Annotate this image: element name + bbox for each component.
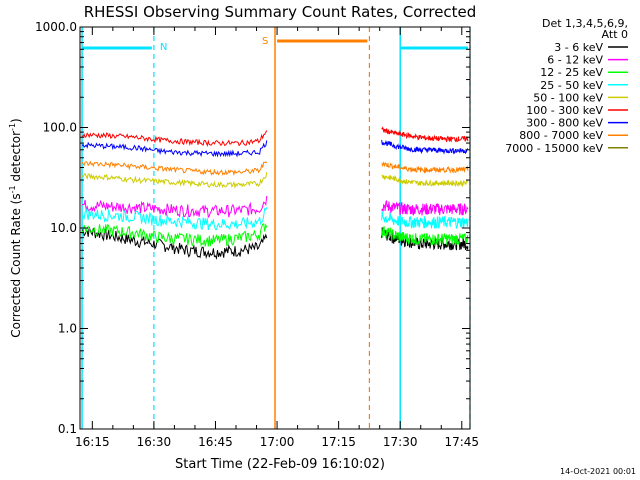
series-group <box>81 126 469 261</box>
x-tick-label: 16:15 <box>75 435 110 449</box>
x-tick-label: 16:30 <box>137 435 172 449</box>
series-line-seg2 <box>381 211 469 230</box>
x-tick-label: 17:00 <box>260 435 295 449</box>
series-line-seg1 <box>81 130 268 148</box>
legend-label: 50 - 100 keV <box>533 91 603 104</box>
legend-label: 800 - 7000 keV <box>519 129 603 142</box>
legend-header-line2: Att 0 <box>602 28 628 41</box>
y-tick-label: 10.0 <box>50 221 77 235</box>
series-line-seg2 <box>381 226 469 246</box>
series-line-seg1 <box>81 223 268 248</box>
saa-label: S <box>262 36 268 47</box>
legend-label: 100 - 300 keV <box>526 104 603 117</box>
y-axis: 0.1 1.0 10.0 100.0 1000.0 <box>35 20 470 436</box>
series-line-seg1 <box>81 207 268 231</box>
y-tick-label: 100.0 <box>43 121 77 135</box>
y-tick-label: 1000.0 <box>35 20 77 34</box>
series-line-seg2 <box>381 126 469 143</box>
night-label: N <box>160 42 167 53</box>
plot-area: N S 0.1 1.0 10.0 100.0 1000.0 16:15 16:30 16:45… <box>35 20 479 449</box>
x-tick-label: 17:15 <box>321 435 356 449</box>
series-line-seg2 <box>381 139 468 155</box>
x-axis: 16:15 16:30 16:45 17:00 17:15 17:30 17:45 <box>75 27 479 449</box>
legend-header-line1: Det 1,3,4,5,6,9, <box>542 17 628 30</box>
x-tick-label: 17:30 <box>383 435 418 449</box>
series-line-seg2 <box>381 200 469 216</box>
y-label-mid: detector <box>9 131 23 186</box>
x-tick-label: 16:45 <box>198 435 233 449</box>
series-line-seg2 <box>381 161 469 174</box>
footer-date: 14-Oct-2021 00:01 <box>560 467 636 476</box>
y-label-sup2: -1 <box>8 123 17 131</box>
series-line-seg1 <box>81 140 268 158</box>
y-label-end: ) <box>9 118 23 123</box>
series-line-seg1 <box>81 195 268 219</box>
legend-label: 6 - 12 keV <box>547 54 603 67</box>
y-tick-label: 1.0 <box>58 322 77 336</box>
y-label-main: Corrected Count Rate (s <box>9 193 23 337</box>
y-label-sup1: -1 <box>8 185 17 193</box>
chart-title: RHESSI Observing Summary Count Rates, Co… <box>84 3 477 21</box>
legend-label: 25 - 50 keV <box>540 79 603 92</box>
series-line-seg1 <box>81 172 268 189</box>
legend-label: 7000 - 15000 keV <box>505 142 603 155</box>
legend-label: 3 - 6 keV <box>554 41 603 54</box>
y-tick-label: 0.1 <box>58 422 77 436</box>
x-tick-label: 17:45 <box>444 435 479 449</box>
series-line-seg2 <box>381 174 469 188</box>
legend-label: 300 - 800 keV <box>526 117 603 130</box>
y-axis-label: Corrected Count Rate (s-1 detector-1) <box>8 118 23 337</box>
x-axis-label: Start Time (22-Feb-09 16:10:02) <box>175 457 385 472</box>
series-line-seg1 <box>81 160 268 176</box>
legend-label: 12 - 25 keV <box>540 66 603 79</box>
